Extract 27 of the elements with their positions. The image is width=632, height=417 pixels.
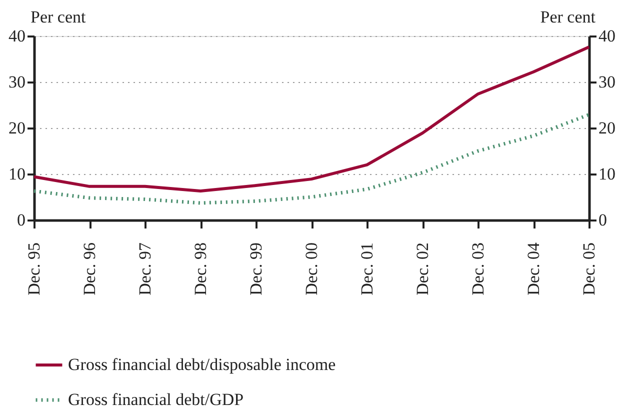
y-tick-label: 0 [17,210,26,230]
x-tick-label: Dec. 96 [80,242,99,296]
x-tick-label: Dec. 00 [302,242,321,296]
y2-tick-label: 40 [598,26,616,46]
line-series [32,112,591,205]
x-tick-label: Dec. 03 [468,242,488,296]
y-tick-label: 10 [8,164,26,184]
y2-axis-title: Per cent [540,8,596,26]
x-tick-label: Dec. 01 [358,242,376,296]
x-tick-label: Dec. 99 [246,242,266,296]
y2-tick-label: 20 [598,118,616,138]
y-axis-title: Per cent [30,8,86,26]
line-series [32,46,590,193]
legend-label: Gross financial debt/GDP [68,390,244,409]
x-tick-label: Dec. 02 [413,242,432,296]
y2-tick-label: 10 [598,164,616,184]
x-tick-label: Dec. 98 [191,242,210,296]
legend-label: Gross financial debt/disposable income [68,355,336,374]
x-tick-label: Dec. 95 [24,242,44,296]
x-tick-label: Dec. 97 [136,242,154,296]
x-tick-label: Dec. 05 [580,242,598,296]
x-tick-label: Dec. 04 [524,242,543,296]
y-tick-label: 40 [8,26,26,46]
y-tick-label: 30 [8,72,26,92]
y2-tick-label: 30 [598,72,616,92]
y-tick-label: 20 [8,118,26,138]
y2-tick-label: 0 [598,210,607,230]
